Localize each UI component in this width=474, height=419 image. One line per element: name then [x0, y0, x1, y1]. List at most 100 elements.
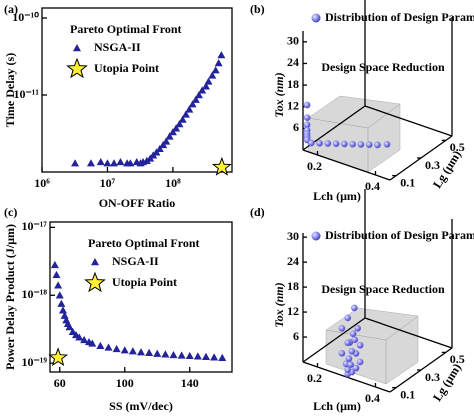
y-tick-label: 10⁻¹⁷: [21, 219, 47, 233]
triangle-marker: [162, 137, 171, 145]
triangle-marker: [153, 349, 162, 357]
legend-marker: [73, 44, 81, 52]
design-point: [338, 324, 346, 332]
legend-label: Distribution of Design Parameters: [325, 228, 474, 242]
triangle-marker: [193, 352, 202, 360]
triangle-marker: [210, 353, 219, 361]
triangle-marker: [52, 270, 61, 279]
triangle-marker: [169, 350, 178, 359]
triangle-marker: [96, 157, 105, 166]
back-edge: [302, 317, 366, 363]
panel-label: (c): [4, 205, 17, 219]
triangle-marker: [112, 344, 121, 353]
annotation: Design Space Reduction: [321, 60, 445, 74]
design-point: [344, 314, 352, 322]
legend-marker: [311, 231, 321, 241]
triangle-marker: [75, 333, 84, 341]
design-point: [303, 114, 311, 122]
legend-label: NSGA-II: [94, 40, 141, 54]
plot-frame: [49, 221, 233, 373]
z-tick-label: 6: [293, 120, 299, 134]
triangle-marker: [218, 353, 227, 361]
design-point: [348, 347, 356, 355]
design-point: [345, 355, 353, 362]
annotation: Design Space Reduction: [321, 282, 445, 296]
y-tick-label: 0.1: [400, 175, 415, 189]
design-point: [357, 141, 365, 148]
x-tick-label: 100: [116, 376, 134, 390]
triangle-marker: [68, 327, 77, 335]
design-point: [303, 101, 311, 109]
triangle-marker: [178, 115, 187, 123]
legend-marker: [311, 13, 321, 23]
x-tick-label: 0.2: [307, 371, 322, 385]
legend-marker: [91, 258, 99, 266]
utopia-star: [211, 156, 232, 176]
design-point: [354, 324, 362, 332]
legend-marker: [84, 271, 106, 293]
triangle-marker: [185, 105, 194, 113]
triangle-marker: [172, 124, 181, 132]
back-edge: [364, 317, 453, 349]
z-tick-label: 24: [287, 55, 299, 69]
design-point: [356, 358, 364, 366]
z-tick-label: 6: [293, 329, 299, 343]
triangle-marker: [104, 343, 113, 351]
legend-title: Pareto Optimal Front: [70, 22, 182, 36]
triangle-marker: [55, 291, 64, 299]
triangle-marker: [204, 77, 213, 85]
back-edge: [364, 105, 453, 137]
plot-frame: [41, 7, 233, 173]
x-tick-label: 0.2: [307, 159, 322, 173]
z-tick-label: 12: [287, 98, 299, 112]
y-tick-label: 10⁻¹¹: [13, 87, 39, 101]
design-point: [307, 139, 315, 147]
z-axis-title: Tox (nm): [272, 72, 286, 117]
design-point: [341, 140, 348, 148]
triangle-marker: [161, 350, 170, 358]
legend-title: Pareto Optimal Front: [88, 236, 200, 250]
x-axis-title: SS (mV/dec): [109, 399, 173, 413]
triangle-marker: [137, 348, 145, 356]
design-point: [352, 364, 360, 372]
y-tick-label: 0.3: [425, 370, 440, 384]
legend-label: Distribution of Design Parameters: [325, 10, 474, 24]
design-point: [332, 140, 340, 148]
triangle-marker: [145, 348, 154, 356]
triangle-marker: [175, 120, 184, 128]
design-point: [316, 139, 323, 147]
panel-label: (a): [4, 2, 18, 16]
x-axis-title: Lch (μm): [313, 189, 361, 203]
triangle-marker: [54, 281, 63, 289]
design-point: [383, 140, 391, 148]
triangle-marker: [198, 86, 207, 94]
triangle-marker: [202, 352, 210, 360]
triangle-marker: [110, 159, 119, 167]
x-tick-label: 10⁷: [100, 176, 116, 190]
legend-label: Utopia Point: [112, 275, 177, 289]
y-tick-label: 10⁻¹⁸: [21, 287, 47, 301]
design-point: [365, 141, 373, 149]
panel-label: (b): [250, 2, 265, 16]
y-tick-label: 0.5: [450, 140, 465, 154]
y-axis-title: Time Delay (s): [3, 53, 17, 127]
triangle-marker: [201, 82, 210, 90]
triangle-marker: [50, 260, 59, 269]
reduced-design-space-d: [325, 307, 419, 385]
x-axis-title: Lch (μm): [313, 399, 361, 413]
y-tick-label: 0.5: [450, 352, 465, 366]
legend-marker: [66, 57, 88, 79]
design-point: [349, 330, 357, 338]
triangle-marker: [185, 351, 194, 360]
design-point: [349, 140, 357, 148]
z-tick-label: 30: [287, 34, 299, 48]
triangle-marker: [165, 132, 174, 140]
design-point: [351, 304, 358, 312]
x-tick-label: 0.4: [365, 391, 380, 405]
x-tick-label: 10⁶: [34, 176, 50, 190]
z-tick-label: 24: [287, 254, 299, 268]
triangle-marker: [214, 59, 223, 67]
y-tick-label: 0.3: [425, 158, 440, 172]
x-tick-label: 140: [181, 376, 199, 390]
